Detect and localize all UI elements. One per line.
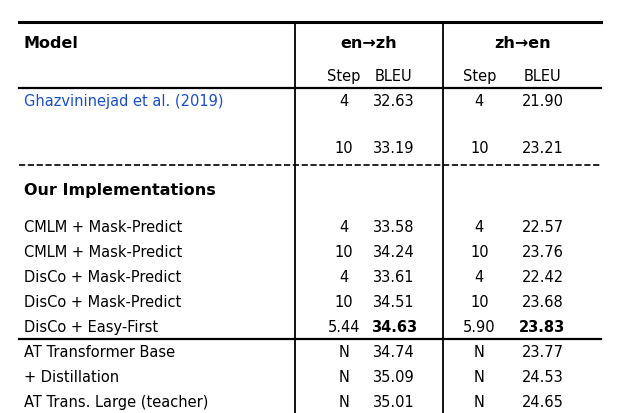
Text: 4: 4 <box>340 220 348 235</box>
Text: 35.09: 35.09 <box>373 369 415 384</box>
Text: 34.63: 34.63 <box>371 319 417 334</box>
Text: 34.24: 34.24 <box>373 244 415 259</box>
Text: + Distillation: + Distillation <box>24 369 118 384</box>
Text: N: N <box>474 394 485 409</box>
Text: 21.90: 21.90 <box>521 94 564 109</box>
Text: 23.68: 23.68 <box>521 294 564 309</box>
Text: 32.63: 32.63 <box>373 94 415 109</box>
Text: 24.65: 24.65 <box>521 394 564 409</box>
Text: 10: 10 <box>335 140 353 156</box>
Text: 5.44: 5.44 <box>328 319 360 334</box>
Text: CMLM + Mask-Predict: CMLM + Mask-Predict <box>24 244 182 259</box>
Text: 33.19: 33.19 <box>373 140 414 156</box>
Text: 34.74: 34.74 <box>373 344 415 359</box>
Text: Step: Step <box>327 69 361 84</box>
Text: DisCo + Easy-First: DisCo + Easy-First <box>24 319 157 334</box>
Text: 4: 4 <box>475 220 484 235</box>
Text: 23.21: 23.21 <box>521 140 564 156</box>
Text: 10: 10 <box>335 244 353 259</box>
Text: 35.01: 35.01 <box>373 394 415 409</box>
Text: N: N <box>339 369 350 384</box>
Text: AT Trans. Large (teacher): AT Trans. Large (teacher) <box>24 394 208 409</box>
Text: en→zh: en→zh <box>340 36 397 51</box>
Text: Ghazvininejad et al. (2019): Ghazvininejad et al. (2019) <box>24 94 223 109</box>
Text: Model: Model <box>24 36 79 51</box>
Text: 33.61: 33.61 <box>373 269 414 284</box>
Text: 10: 10 <box>470 140 489 156</box>
Text: 10: 10 <box>335 294 353 309</box>
Text: Our Implementations: Our Implementations <box>24 183 215 197</box>
Text: 4: 4 <box>475 94 484 109</box>
Text: DisCo + Mask-Predict: DisCo + Mask-Predict <box>24 269 181 284</box>
Text: 5.90: 5.90 <box>463 319 495 334</box>
Text: 4: 4 <box>340 269 348 284</box>
Text: BLEU: BLEU <box>524 69 561 84</box>
Text: BLEU: BLEU <box>375 69 412 84</box>
Text: 23.76: 23.76 <box>521 244 564 259</box>
Text: 4: 4 <box>340 94 348 109</box>
Text: 33.58: 33.58 <box>373 220 414 235</box>
Text: 10: 10 <box>470 244 489 259</box>
Text: 22.42: 22.42 <box>521 269 564 284</box>
Text: 23.83: 23.83 <box>520 319 565 334</box>
Text: 24.53: 24.53 <box>521 369 564 384</box>
Text: CMLM + Mask-Predict: CMLM + Mask-Predict <box>24 220 182 235</box>
Text: 34.51: 34.51 <box>373 294 415 309</box>
Text: DisCo + Mask-Predict: DisCo + Mask-Predict <box>24 294 181 309</box>
Text: 22.57: 22.57 <box>521 220 564 235</box>
Text: 10: 10 <box>470 294 489 309</box>
Text: N: N <box>339 394 350 409</box>
Text: N: N <box>474 344 485 359</box>
Text: AT Transformer Base: AT Transformer Base <box>24 344 175 359</box>
Text: 23.77: 23.77 <box>521 344 564 359</box>
Text: zh→en: zh→en <box>494 36 551 51</box>
Text: N: N <box>339 344 350 359</box>
Text: Step: Step <box>463 69 496 84</box>
Text: N: N <box>474 369 485 384</box>
Text: 4: 4 <box>475 269 484 284</box>
